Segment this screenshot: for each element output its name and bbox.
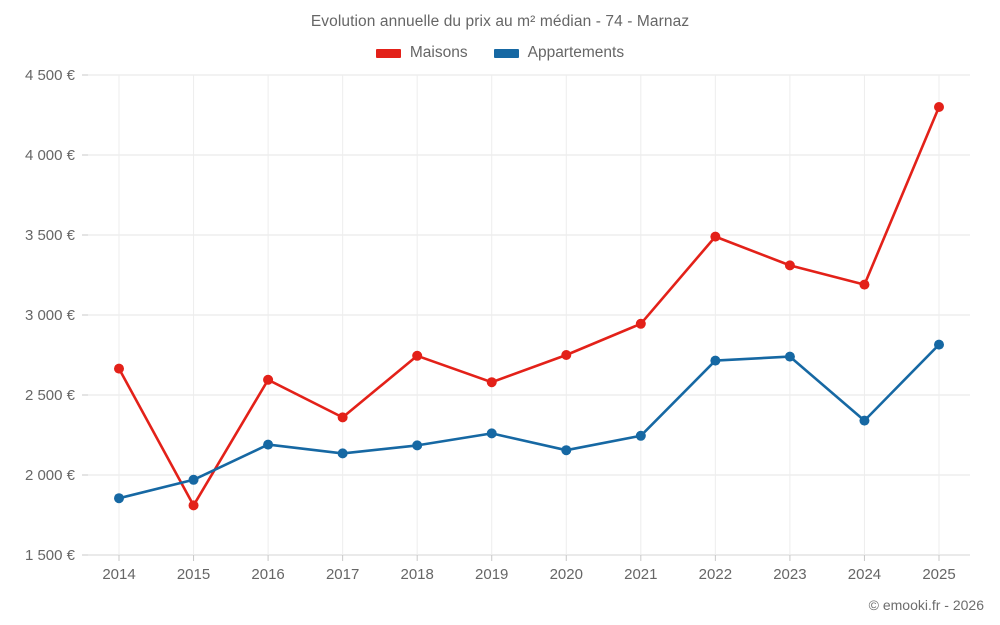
y-tick-label: 4 000 € <box>25 147 76 164</box>
y-tick-label: 2 500 € <box>25 387 76 404</box>
page-title: Evolution annuelle du prix au m² médian … <box>310 13 690 30</box>
data-point[interactable] <box>934 339 944 350</box>
data-point[interactable] <box>263 374 274 385</box>
x-tick-label: 2024 <box>848 566 881 583</box>
data-point[interactable] <box>635 318 646 329</box>
series-line-appartements <box>117 343 941 500</box>
data-point[interactable] <box>263 439 274 450</box>
x-axis-ticks: 2014 2015 2016 2017 2018 2019 2020 2021 2022 2023… <box>102 566 955 583</box>
data-point[interactable] <box>561 445 572 456</box>
footer-credit: © emooki.fr - 2026 <box>868 597 984 613</box>
data-series-layer <box>114 102 944 511</box>
legend-swatch-maisons <box>375 48 401 58</box>
chart-legend: Maisons Appartements <box>0 44 1000 62</box>
x-tick-label: 2017 <box>326 566 359 583</box>
data-point[interactable] <box>412 440 423 451</box>
y-tick-label: 3 500 € <box>25 227 76 244</box>
data-point[interactable] <box>934 102 944 112</box>
data-point[interactable] <box>188 474 199 485</box>
x-tick-label: 2018 <box>400 566 433 583</box>
x-tick-label: 2015 <box>177 566 210 583</box>
y-tick-label: 1 500 € <box>25 547 76 564</box>
y-tick-label: 3 000 € <box>25 307 76 324</box>
data-point[interactable] <box>337 448 348 459</box>
data-point[interactable] <box>486 428 497 439</box>
data-point[interactable] <box>412 350 423 361</box>
data-point[interactable] <box>114 363 124 374</box>
x-tick-label: 2023 <box>773 566 806 583</box>
data-point[interactable] <box>784 260 795 271</box>
x-tick-label: 2019 <box>475 566 508 583</box>
data-point[interactable] <box>486 377 497 388</box>
y-axis-ticks: 1 500 € 2 000 € 2 500 € 3 000 € 3 500 € 4 000… <box>25 67 76 564</box>
x-tick-label: 2014 <box>102 566 135 583</box>
data-point[interactable] <box>710 355 721 366</box>
data-point[interactable] <box>114 493 124 504</box>
legend-label-maisons: Maisons <box>409 44 468 61</box>
legend-label-appartements: Appartements <box>527 44 625 61</box>
data-point[interactable] <box>859 279 870 290</box>
series-line-maisons <box>117 105 941 507</box>
data-point[interactable] <box>561 350 572 360</box>
data-point[interactable] <box>859 415 870 426</box>
grid-lines <box>82 74 970 561</box>
data-point[interactable] <box>188 500 199 511</box>
data-point[interactable] <box>710 231 721 242</box>
x-tick-label: 2020 <box>550 566 583 583</box>
y-tick-label: 4 500 € <box>25 67 76 84</box>
x-tick-label: 2022 <box>699 566 732 583</box>
data-point[interactable] <box>337 412 348 423</box>
x-tick-label: 2016 <box>251 566 284 583</box>
x-tick-label: 2021 <box>624 566 657 583</box>
data-point[interactable] <box>635 430 646 441</box>
y-tick-label: 2 000 € <box>25 467 76 484</box>
legend-item-appartements[interactable]: Appartements <box>493 44 625 62</box>
x-tick-label: 2025 <box>922 566 955 583</box>
legend-item-maisons[interactable]: Maisons <box>375 44 468 62</box>
data-point[interactable] <box>784 351 795 362</box>
legend-swatch-appartements <box>493 48 519 58</box>
